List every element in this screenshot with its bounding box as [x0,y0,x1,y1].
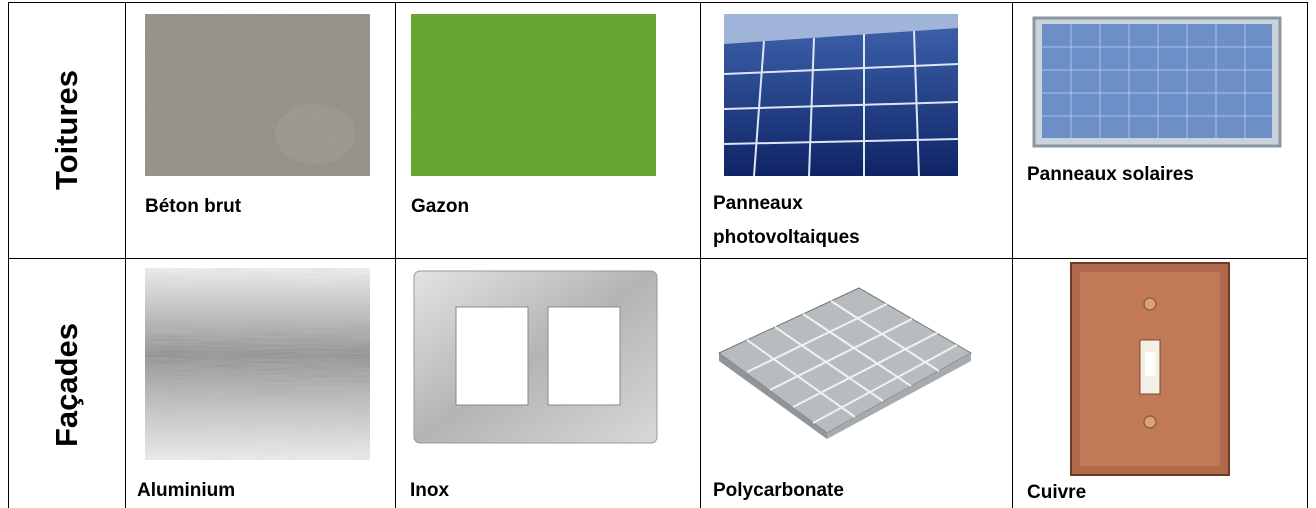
border [395,2,396,508]
caption: Panneaux solaires [1027,164,1194,185]
solar-panel-image [1032,16,1282,148]
border [1307,2,1308,508]
border [8,2,1308,3]
caption: Panneaux photovoltaiques [713,193,860,248]
border [8,2,9,508]
border [125,2,126,508]
concrete-image [145,14,370,176]
caption: Inox [410,480,450,501]
row-header: Toitures [49,70,84,190]
border [700,2,701,508]
caption: Aluminium [137,480,236,501]
inox-image [413,270,658,444]
row-header: Façades [49,322,84,448]
aluminium-image [145,268,370,460]
caption: Cuivre [1027,482,1087,503]
border [8,258,1308,259]
border [1012,2,1013,508]
caption: Gazon [411,196,470,217]
copper-image [1070,262,1230,476]
caption: Polycarbonate [713,480,844,501]
grass-image [411,14,656,176]
polycarbonate-image [718,287,973,439]
caption: Béton brut [145,196,242,217]
pv-image [724,14,958,176]
